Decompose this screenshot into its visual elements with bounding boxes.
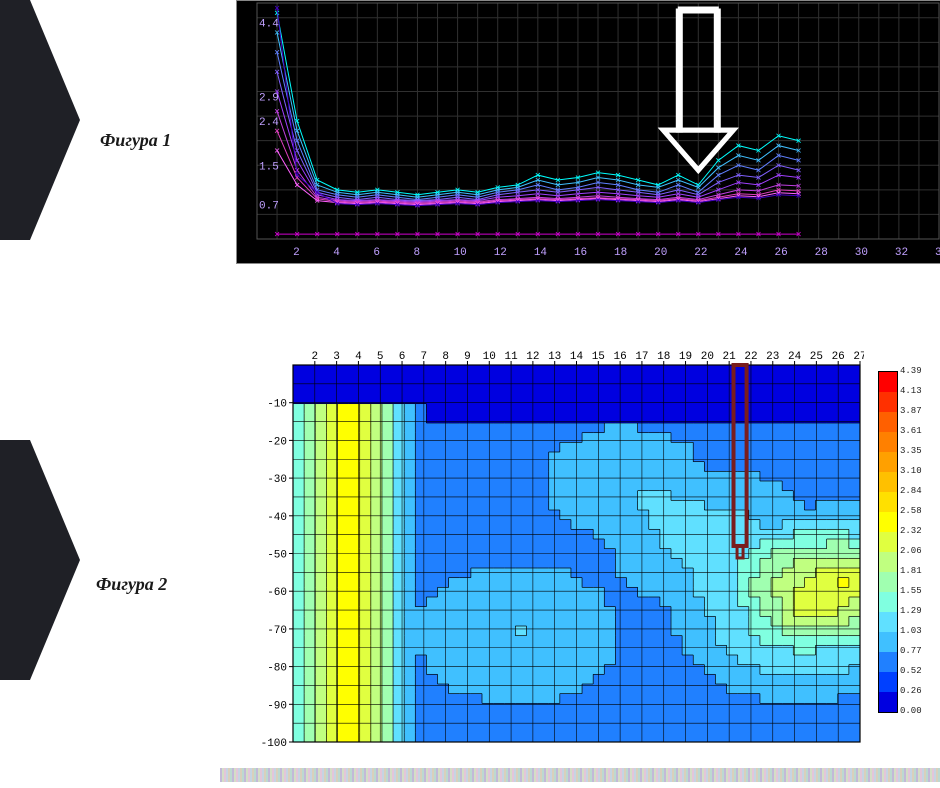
svg-text:2.4: 2.4 (259, 117, 279, 129)
legend-value: 4.39 (900, 366, 922, 376)
svg-text:0.7: 0.7 (259, 201, 279, 213)
svg-text:-80: -80 (267, 663, 287, 675)
svg-text:6: 6 (373, 247, 380, 259)
legend-swatch (878, 432, 898, 452)
legend-value: 1.29 (900, 606, 922, 616)
legend-swatch (878, 472, 898, 492)
heatmap-chart: 2345678910111213141516171819202122232425… (253, 345, 864, 746)
svg-text:-40: -40 (267, 512, 287, 524)
svg-text:-20: -20 (267, 436, 287, 448)
svg-text:1.5: 1.5 (259, 161, 279, 173)
svg-text:34: 34 (935, 247, 940, 259)
pointer-shape-1 (0, 0, 80, 240)
svg-text:2: 2 (293, 247, 300, 259)
legend-value: 1.03 (900, 626, 922, 636)
section-pointer-1 (0, 0, 90, 240)
svg-text:2.9: 2.9 (259, 92, 279, 104)
legend-value: 2.32 (900, 526, 922, 536)
legend-swatch (878, 572, 898, 592)
svg-text:-30: -30 (267, 474, 287, 486)
heatmap-legend: 4.394.133.873.613.353.102.842.582.322.06… (878, 371, 933, 731)
legend-swatch (878, 512, 898, 532)
legend-swatch (878, 392, 898, 412)
svg-text:4: 4 (333, 247, 340, 259)
svg-text:22: 22 (694, 247, 707, 259)
legend-value: 0.52 (900, 666, 922, 676)
pointer-shape-2 (0, 440, 80, 680)
legend-swatch (878, 552, 898, 572)
legend-swatch (878, 371, 898, 392)
legend-swatch (878, 672, 898, 692)
svg-text:10: 10 (454, 247, 467, 259)
legend-value: 0.26 (900, 686, 922, 696)
line-chart: 0.71.52.42.94.42468101214161820222426283… (236, 0, 940, 264)
legend-swatch (878, 452, 898, 472)
svg-text:14: 14 (534, 247, 548, 259)
section-pointer-2 (0, 440, 90, 680)
legend-swatch (878, 652, 898, 672)
legend-value: 2.58 (900, 506, 922, 516)
svg-text:-90: -90 (267, 700, 287, 712)
svg-text:20: 20 (654, 247, 667, 259)
legend-value: 4.13 (900, 386, 922, 396)
svg-text:26: 26 (775, 247, 788, 259)
figure-1-label: Фигура 1 (100, 130, 171, 151)
footer-noise-strip (220, 768, 940, 782)
svg-text:-50: -50 (267, 550, 287, 562)
svg-text:12: 12 (494, 247, 507, 259)
svg-text:18: 18 (614, 247, 627, 259)
figure-2-label: Фигура 2 (96, 574, 167, 595)
legend-value: 1.81 (900, 566, 922, 576)
legend-value: 1.55 (900, 586, 922, 596)
legend-value: 3.10 (900, 466, 922, 476)
legend-value: 3.61 (900, 426, 922, 436)
legend-swatch (878, 592, 898, 612)
svg-text:28: 28 (815, 247, 828, 259)
legend-swatch (878, 412, 898, 432)
svg-text:27: 27 (853, 351, 864, 363)
svg-text:-70: -70 (267, 625, 287, 637)
legend-swatch (878, 612, 898, 632)
line-chart-svg: 0.71.52.42.94.42468101214161820222426283… (237, 1, 940, 263)
svg-text:24: 24 (734, 247, 748, 259)
svg-text:-100: -100 (261, 738, 287, 746)
heatmap-chart-svg: 2345678910111213141516171819202122232425… (253, 345, 864, 746)
legend-swatch (878, 532, 898, 552)
svg-text:30: 30 (855, 247, 868, 259)
legend-value: 0.00 (900, 706, 922, 716)
svg-text:-60: -60 (267, 587, 287, 599)
legend-value: 2.06 (900, 546, 922, 556)
svg-text:16: 16 (574, 247, 587, 259)
legend-swatch (878, 692, 898, 713)
legend-value: 0.77 (900, 646, 922, 656)
svg-text:-10: -10 (267, 399, 287, 411)
legend-swatch (878, 632, 898, 652)
svg-text:32: 32 (895, 247, 908, 259)
svg-text:8: 8 (413, 247, 420, 259)
legend-value: 3.87 (900, 406, 922, 416)
legend-swatch-stack: 4.394.133.873.613.353.102.842.582.322.06… (878, 371, 933, 713)
svg-text:4.4: 4.4 (259, 19, 279, 31)
legend-swatch (878, 492, 898, 512)
legend-value: 2.84 (900, 486, 922, 496)
legend-value: 3.35 (900, 446, 922, 456)
